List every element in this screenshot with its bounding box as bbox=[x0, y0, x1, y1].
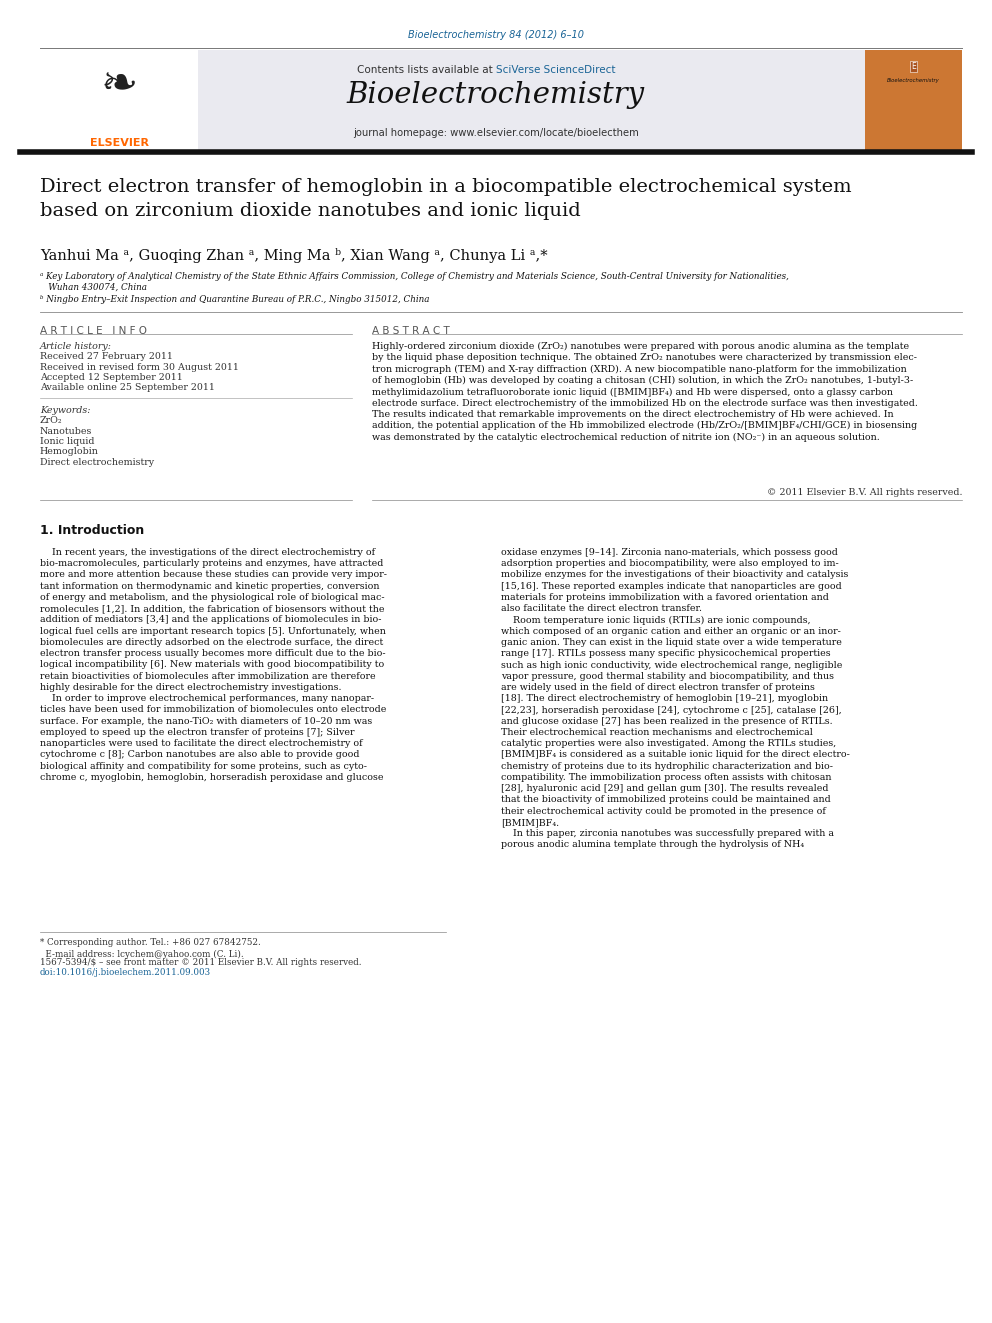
Text: Received in revised form 30 August 2011: Received in revised form 30 August 2011 bbox=[40, 363, 238, 372]
Text: Keywords:: Keywords: bbox=[40, 406, 90, 415]
Text: Accepted 12 September 2011: Accepted 12 September 2011 bbox=[40, 373, 183, 382]
Text: Bioelectrochemistry: Bioelectrochemistry bbox=[887, 78, 940, 83]
Text: A B S T R A C T: A B S T R A C T bbox=[372, 325, 449, 336]
Bar bbox=[865, 50, 962, 149]
Text: Received 27 February 2011: Received 27 February 2011 bbox=[40, 352, 173, 361]
Bar bbox=[40, 50, 962, 149]
Text: 1567-5394/$ – see front matter © 2011 Elsevier B.V. All rights reserved.: 1567-5394/$ – see front matter © 2011 El… bbox=[40, 958, 361, 967]
Text: Highly-ordered zirconium dioxide (ZrO₂) nanotubes were prepared with porous anod: Highly-ordered zirconium dioxide (ZrO₂) … bbox=[372, 343, 918, 442]
Text: © 2011 Elsevier B.V. All rights reserved.: © 2011 Elsevier B.V. All rights reserved… bbox=[767, 488, 962, 497]
Text: ❧: ❧ bbox=[100, 64, 138, 106]
Text: journal homepage: www.elsevier.com/locate/bioelecthem: journal homepage: www.elsevier.com/locat… bbox=[353, 128, 639, 138]
Text: ᵃ Key Laboratory of Analytical Chemistry of the State Ethnic Affairs Commission,: ᵃ Key Laboratory of Analytical Chemistry… bbox=[40, 273, 789, 292]
Text: Bioelectrochemistry 84 (2012) 6–10: Bioelectrochemistry 84 (2012) 6–10 bbox=[408, 30, 584, 40]
Text: Nanotubes: Nanotubes bbox=[40, 426, 92, 435]
Text: Contents lists available at: Contents lists available at bbox=[357, 65, 496, 75]
Text: Ionic liquid: Ionic liquid bbox=[40, 437, 94, 446]
Text: oxidase enzymes [9–14]. Zirconia nano-materials, which possess good
adsorption p: oxidase enzymes [9–14]. Zirconia nano-ma… bbox=[501, 548, 850, 849]
Text: 1. Introduction: 1. Introduction bbox=[40, 524, 144, 537]
Text: E: E bbox=[912, 62, 916, 71]
Text: ZrO₂: ZrO₂ bbox=[40, 415, 62, 425]
Text: Hemoglobin: Hemoglobin bbox=[40, 447, 98, 456]
Text: ᵇ Ningbo Entry–Exit Inspection and Quarantine Bureau of P.R.C., Ningbo 315012, C: ᵇ Ningbo Entry–Exit Inspection and Quara… bbox=[40, 295, 430, 304]
Text: Direct electron transfer of hemoglobin in a biocompatible electrochemical system: Direct electron transfer of hemoglobin i… bbox=[40, 179, 851, 220]
Text: ELSEVIER: ELSEVIER bbox=[89, 138, 149, 148]
Text: Article history:: Article history: bbox=[40, 343, 112, 351]
Text: Bioelectrochemistry: Bioelectrochemistry bbox=[347, 81, 645, 108]
Text: Available online 25 September 2011: Available online 25 September 2011 bbox=[40, 384, 214, 393]
Text: Direct electrochemistry: Direct electrochemistry bbox=[40, 458, 154, 467]
Text: In recent years, the investigations of the direct electrochemistry of
bio-macrom: In recent years, the investigations of t… bbox=[40, 548, 387, 782]
Text: * Corresponding author. Tel.: +86 027 67842752.
  E-mail address: lcychem@yahoo.: * Corresponding author. Tel.: +86 027 67… bbox=[40, 938, 261, 959]
Text: doi:10.1016/j.bioelechem.2011.09.003: doi:10.1016/j.bioelechem.2011.09.003 bbox=[40, 968, 211, 976]
Bar bbox=[40, 50, 198, 149]
Text: Yanhui Ma ᵃ, Guoqing Zhan ᵃ, Ming Ma ᵇ, Xian Wang ᵃ, Chunya Li ᵃ,*: Yanhui Ma ᵃ, Guoqing Zhan ᵃ, Ming Ma ᵇ, … bbox=[40, 247, 548, 263]
Text: SciVerse ScienceDirect: SciVerse ScienceDirect bbox=[496, 65, 615, 75]
Text: A R T I C L E   I N F O: A R T I C L E I N F O bbox=[40, 325, 147, 336]
